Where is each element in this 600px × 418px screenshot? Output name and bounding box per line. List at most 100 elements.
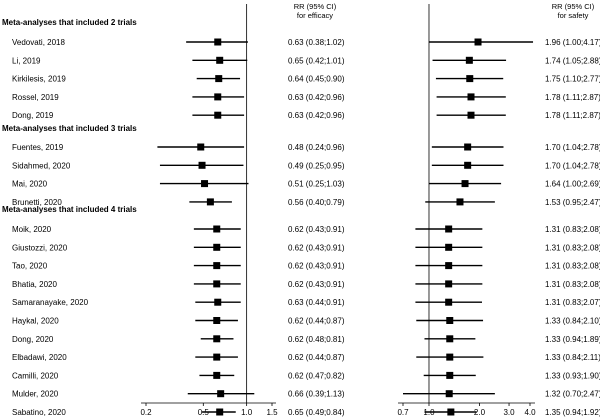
point-estimate (213, 280, 221, 288)
safety-header-line2: for safety (558, 11, 589, 20)
safety-header-line1: RR (95% CI) (552, 2, 595, 11)
study-label: Mai, 2020 (12, 180, 48, 189)
point-estimate (474, 38, 482, 46)
ci-text: 0.62 (0.43;0.91) (288, 225, 345, 234)
efficacy-header-line1: RR (95% CI) (294, 2, 337, 11)
point-estimate (214, 93, 222, 101)
group-label: Meta-analyses that included 4 trials (2, 205, 137, 214)
point-estimate (464, 161, 472, 169)
point-estimate (467, 93, 475, 101)
ci-text: 1.31 (0.83;2.07) (545, 298, 600, 307)
ci-text: 1.53 (0.95;2.47) (545, 198, 600, 207)
group-label: Meta-analyses that included 2 trials (2, 18, 137, 27)
x-tick-label: 0.7 (397, 408, 409, 417)
ci-text: 1.31 (0.83;2.08) (545, 243, 600, 252)
study-label: Kirkilesis, 2019 (12, 75, 66, 84)
study-label: Brunetti, 2020 (12, 198, 62, 207)
study-label: Rossel, 2019 (12, 93, 59, 102)
ci-text: 0.62 (0.43;0.91) (288, 262, 345, 271)
point-estimate (214, 111, 222, 119)
point-estimate (216, 408, 224, 416)
study-label: Sabatino, 2020 (12, 408, 66, 417)
ci-text: 1.78 (1.11;2.87) (545, 93, 600, 102)
point-estimate (201, 180, 209, 188)
ci-text: 1.33 (0.84;2.10) (545, 317, 600, 326)
ci-text: 1.70 (1.04;2.78) (545, 161, 600, 170)
ci-text: 1.33 (0.84;2.11) (545, 353, 600, 362)
point-estimate (206, 198, 214, 206)
x-tick-label: 1.0 (241, 408, 253, 417)
point-estimate (445, 280, 453, 288)
ci-text: 0.49 (0.25;0.95) (288, 161, 345, 170)
point-estimate (446, 371, 454, 379)
ci-text: 0.65 (0.49;0.84) (288, 408, 345, 417)
ci-text: 1.70 (1.04;2.78) (545, 143, 600, 152)
ci-text: 1.75 (1.10;2.77) (545, 75, 600, 84)
ci-text: 1.32 (0.70;2.47) (545, 390, 600, 399)
point-estimate (467, 111, 475, 119)
x-tick-label: 2.0 (474, 408, 486, 417)
point-estimate (446, 353, 454, 361)
point-estimate (445, 243, 453, 251)
ci-text: 1.31 (0.83;2.08) (545, 262, 600, 271)
ci-text: 1.33 (0.94;1.89) (545, 335, 600, 344)
point-estimate (446, 335, 454, 343)
point-estimate (466, 75, 474, 83)
point-estimate (447, 408, 455, 416)
point-estimate (213, 317, 221, 324)
point-estimate (456, 198, 464, 206)
point-estimate (446, 317, 454, 324)
point-estimate (213, 243, 221, 251)
study-label: Fuentes, 2019 (12, 143, 64, 152)
ci-text: 1.31 (0.83;2.08) (545, 225, 600, 234)
group-label: Meta-analyses that included 3 trials (2, 124, 137, 133)
ci-text: 0.65 (0.42;1.01) (288, 56, 345, 65)
ci-text: 0.62 (0.43;0.91) (288, 280, 345, 289)
ci-text: 0.63 (0.42;0.96) (288, 93, 345, 102)
ci-text: 0.62 (0.44;0.87) (288, 353, 345, 362)
point-estimate (213, 225, 221, 233)
point-estimate (213, 371, 221, 379)
point-estimate (217, 390, 225, 398)
point-estimate (465, 56, 473, 64)
study-label: Mulder, 2020 (12, 390, 59, 399)
ci-text: 0.62 (0.48;0.81) (288, 335, 345, 344)
ci-text: 0.63 (0.42;0.96) (288, 111, 345, 120)
study-label: Li, 2019 (12, 56, 41, 65)
study-label: Dong, 2020 (12, 335, 54, 344)
ci-text: 1.74 (1.05;2.88) (545, 56, 600, 65)
study-label: Bhatia, 2020 (12, 280, 57, 289)
study-label: Tao, 2020 (12, 262, 48, 271)
ci-text: 1.31 (0.83;2.08) (545, 280, 600, 289)
study-label: Sidahmed, 2020 (12, 161, 71, 170)
point-estimate (214, 298, 222, 306)
ci-text: 1.78 (1.11;2.87) (545, 111, 600, 120)
point-estimate (445, 390, 453, 398)
ci-text: 0.64 (0.45;0.90) (288, 75, 345, 84)
point-estimate (214, 38, 222, 46)
study-label: Haykal, 2020 (12, 317, 59, 326)
ci-text: 1.33 (0.93;1.90) (545, 371, 600, 380)
study-label: Vedovati, 2018 (12, 38, 65, 47)
study-label: Samaranayake, 2020 (12, 298, 89, 307)
point-estimate (213, 353, 221, 361)
point-estimate (461, 180, 469, 188)
point-estimate (213, 262, 221, 270)
point-estimate (215, 75, 223, 83)
ci-text: 0.66 (0.39;1.13) (288, 390, 345, 399)
study-label: Moik, 2020 (12, 225, 52, 234)
ci-text: 0.62 (0.43;0.91) (288, 243, 345, 252)
study-label: Giustozzi, 2020 (12, 243, 68, 252)
ci-text: 0.63 (0.38;1.02) (288, 38, 345, 47)
x-tick-label: 4.0 (524, 408, 536, 417)
point-estimate (197, 143, 205, 151)
ci-text: 1.64 (1.00;2.69) (545, 180, 600, 189)
ci-text: 0.51 (0.25;1.03) (288, 180, 345, 189)
point-estimate (464, 143, 472, 151)
study-label: Camilli, 2020 (12, 371, 59, 380)
point-estimate (216, 56, 224, 64)
ci-text: 0.62 (0.44;0.87) (288, 317, 345, 326)
point-estimate (213, 335, 221, 343)
ci-text: 1.35 (0.94;1.92) (545, 408, 600, 417)
